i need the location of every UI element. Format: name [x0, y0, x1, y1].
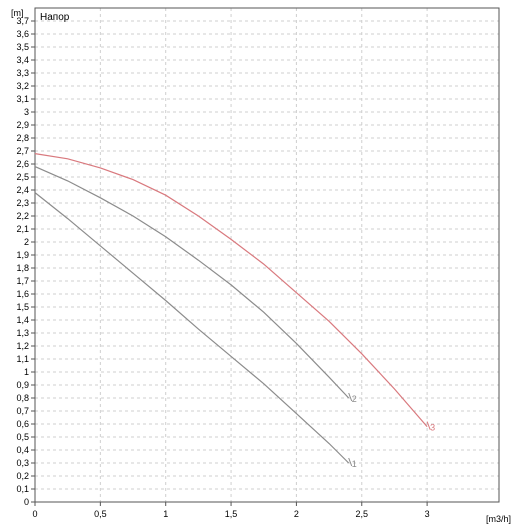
y-tick-label: 0,9 — [16, 380, 29, 390]
series-line-2 — [34, 166, 350, 399]
series-label-2: 2 — [352, 394, 357, 404]
y-axis-label: [m] — [11, 8, 24, 18]
y-tick-label: 3,5 — [16, 42, 29, 52]
series-line-1 — [34, 192, 350, 464]
x-tick-label: 2 — [294, 509, 299, 519]
y-tick-label: 0,4 — [16, 445, 29, 455]
grid — [35, 8, 499, 502]
series-label-3: 3 — [430, 423, 435, 433]
series-label-1: 1 — [352, 459, 357, 469]
x-axis-label: [m3/h] — [486, 514, 511, 524]
x-tick-label: 0 — [32, 509, 37, 519]
y-tick-label: 1,4 — [16, 315, 29, 325]
y-tick-label: 2,4 — [16, 185, 29, 195]
y-tick-label: 3,6 — [16, 29, 29, 39]
y-tick-label: 2,3 — [16, 198, 29, 208]
y-tick-label: 2,5 — [16, 172, 29, 182]
y-tick-label: 0,1 — [16, 484, 29, 494]
axes: 0 0,5 1 1,5 2 2,5 3 0 0,1 0,2 0,3 0,4 0,5 0,6 0,7 0,8 0,… — [16, 16, 429, 519]
y-tick-label: 1,8 — [16, 263, 29, 273]
y-tick-label: 1,2 — [16, 341, 29, 351]
x-tick-label: 1,5 — [225, 509, 238, 519]
x-tick-label: 2,5 — [356, 509, 369, 519]
x-tick-label: 0,5 — [94, 509, 107, 519]
y-tick-label: 1,6 — [16, 289, 29, 299]
y-tick-label: 0 — [24, 497, 29, 507]
y-tick-label: 2,8 — [16, 133, 29, 143]
series-end-marker-1 — [348, 457, 353, 467]
y-tick-label: 2,6 — [16, 159, 29, 169]
y-tick-label: 0,3 — [16, 458, 29, 468]
x-tick-label: 3 — [425, 509, 430, 519]
y-tick-label: 3,2 — [16, 81, 29, 91]
y-tick-label: 2,2 — [16, 211, 29, 221]
series-end-marker-2 — [348, 392, 353, 402]
y-tick-label: 0,5 — [16, 432, 29, 442]
y-tick-label: 2,9 — [16, 120, 29, 130]
y-tick-label: 3,7 — [16, 16, 29, 26]
series-line-3 — [34, 153, 428, 427]
y-tick-label: 0,7 — [16, 406, 29, 416]
y-tick-label: 1,5 — [16, 302, 29, 312]
y-tick-label: 1,9 — [16, 250, 29, 260]
chart-title: Напор — [40, 12, 70, 23]
y-tick-label: 0,6 — [16, 419, 29, 429]
y-tick-label: 1,7 — [16, 276, 29, 286]
x-tick-label: 1 — [163, 509, 168, 519]
y-tick-label: 2,7 — [16, 146, 29, 156]
y-tick-label: 3,1 — [16, 94, 29, 104]
y-tick-label: 3,3 — [16, 68, 29, 78]
y-tick-label: 3 — [24, 107, 29, 117]
y-tick-label: 1,1 — [16, 354, 29, 364]
y-tick-label: 0,8 — [16, 393, 29, 403]
series: 1 2 3 — [34, 153, 435, 469]
series-end-marker-3 — [426, 421, 431, 430]
y-tick-label: 1 — [24, 367, 29, 377]
y-tick-label: 2 — [24, 237, 29, 247]
y-tick-label: 2,1 — [16, 224, 29, 234]
y-tick-label: 1,3 — [16, 328, 29, 338]
y-tick-label: 0,2 — [16, 471, 29, 481]
y-tick-label: 3,4 — [16, 55, 29, 65]
